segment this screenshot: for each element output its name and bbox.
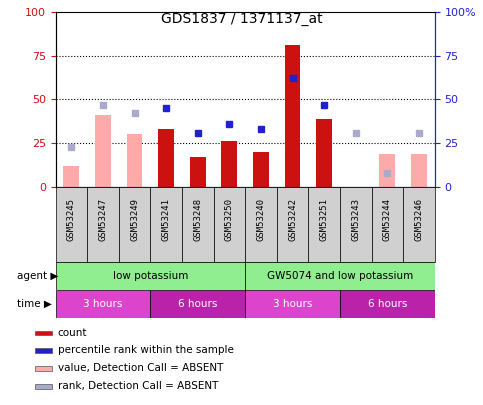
Bar [245, 290, 340, 318]
Bar [340, 290, 435, 318]
Text: GSM53248: GSM53248 [193, 198, 202, 241]
Bar [35, 384, 52, 389]
Bar [56, 290, 150, 318]
Bar [221, 141, 237, 187]
Text: GSM53243: GSM53243 [351, 198, 360, 241]
Bar [190, 157, 206, 187]
Bar [95, 115, 111, 187]
Text: GSM53250: GSM53250 [225, 198, 234, 241]
Bar [371, 187, 403, 262]
Text: GSM53247: GSM53247 [99, 198, 107, 241]
Bar [380, 153, 395, 187]
Text: GSM53249: GSM53249 [130, 198, 139, 241]
Text: value, Detection Call = ABSENT: value, Detection Call = ABSENT [57, 363, 223, 373]
Bar [56, 187, 87, 262]
Bar [316, 119, 332, 187]
Bar [411, 153, 427, 187]
Bar [87, 187, 119, 262]
Bar [284, 45, 300, 187]
Text: GSM53245: GSM53245 [67, 198, 76, 241]
Bar [245, 262, 435, 290]
Bar [158, 129, 174, 187]
Bar [253, 152, 269, 187]
Text: GSM53251: GSM53251 [320, 198, 328, 241]
Text: GSM53246: GSM53246 [414, 198, 424, 241]
Bar [245, 187, 277, 262]
Bar [63, 166, 79, 187]
Text: 3 hours: 3 hours [83, 299, 123, 309]
Bar [403, 187, 435, 262]
Text: GSM53244: GSM53244 [383, 198, 392, 241]
Text: GSM53241: GSM53241 [162, 198, 170, 241]
Bar [150, 187, 182, 262]
Text: GSM53240: GSM53240 [256, 198, 266, 241]
Text: agent ▶: agent ▶ [17, 271, 58, 281]
Text: GSM53242: GSM53242 [288, 198, 297, 241]
Bar [150, 290, 245, 318]
Bar [35, 331, 52, 335]
Text: 6 hours: 6 hours [178, 299, 217, 309]
Text: rank, Detection Call = ABSENT: rank, Detection Call = ABSENT [57, 382, 218, 391]
Bar [35, 348, 52, 353]
Text: GW5074 and low potassium: GW5074 and low potassium [267, 271, 413, 281]
Text: GDS1837 / 1371137_at: GDS1837 / 1371137_at [161, 12, 322, 26]
Bar [56, 262, 245, 290]
Text: 6 hours: 6 hours [368, 299, 407, 309]
Bar [308, 187, 340, 262]
Bar [127, 134, 142, 187]
Bar [340, 187, 371, 262]
Bar [35, 366, 52, 371]
Bar [119, 187, 150, 262]
Text: low potassium: low potassium [113, 271, 188, 281]
Text: percentile rank within the sample: percentile rank within the sample [57, 345, 233, 356]
Bar [213, 187, 245, 262]
Text: count: count [57, 328, 87, 338]
Bar [277, 187, 308, 262]
Text: 3 hours: 3 hours [273, 299, 312, 309]
Bar [182, 187, 213, 262]
Text: time ▶: time ▶ [17, 299, 52, 309]
